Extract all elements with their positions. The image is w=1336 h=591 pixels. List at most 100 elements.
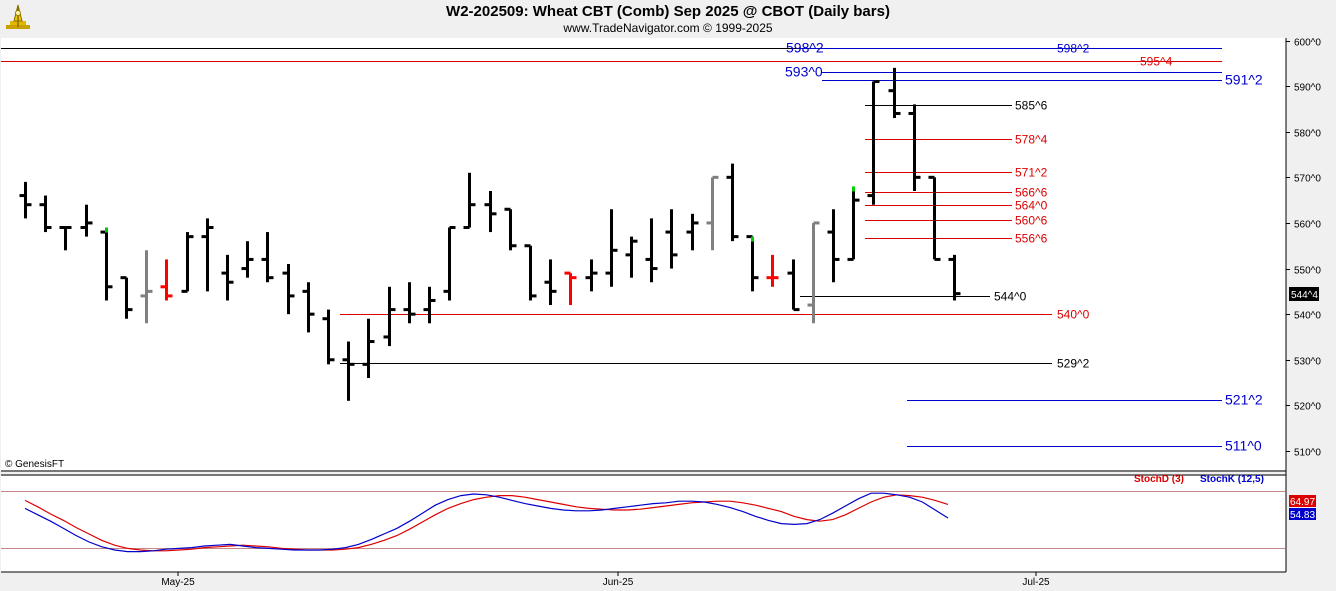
ohlc-bar: [605, 209, 618, 287]
price-axis: 510^0 520^0 530^0 540^0 550^0 560^0 570^0 580^0…: [1286, 38, 1321, 459]
ohlc-bar: [544, 259, 557, 306]
ohlc-bar: [766, 254, 779, 287]
ohlc-bar: [221, 254, 234, 301]
level-label: 571^2: [1015, 166, 1048, 180]
price-panel: [1, 38, 1286, 470]
ohlc-bar: [746, 235, 759, 292]
ohlc-bar: [282, 263, 295, 315]
ohlc-bar: [463, 172, 476, 230]
ohlc-bar: [787, 259, 800, 312]
ohlc-bar: [564, 271, 577, 306]
ohlc-bar: [827, 209, 840, 283]
stochastic-panel-background: [1, 476, 1286, 572]
price-tick-label: 550^0: [1294, 266, 1321, 277]
level-label: 560^6: [1015, 214, 1048, 228]
ohlc-bar: [261, 232, 274, 283]
date-tick-label: Jul-25: [1022, 577, 1050, 588]
ohlc-bar: [504, 207, 517, 251]
ohlc-bar: [625, 236, 638, 278]
ohlc-bar: [443, 226, 456, 301]
ohlc-bar: [403, 282, 416, 324]
ohlc-bar: [686, 213, 699, 251]
ohlc-bar: [948, 254, 961, 301]
last-price-label: 544^4: [1291, 290, 1318, 301]
ohlc-bar: [181, 232, 194, 293]
level-label: 566^6: [1015, 186, 1048, 200]
date-tick-label: May-25: [161, 577, 195, 588]
chart-subtitle: www.TradeNavigator.com © 1999-2025: [563, 21, 773, 35]
level-label: 540^0: [1057, 308, 1090, 322]
stochk-line: [24, 492, 949, 553]
ohlc-bar: [867, 80, 880, 205]
ohlc-bar: [807, 221, 820, 324]
navigator-logo-icon: [3, 3, 33, 33]
level-label: 564^0: [1015, 199, 1048, 213]
stochd-legend: StochD (3): [1134, 474, 1184, 485]
price-tick-label: 530^0: [1294, 357, 1321, 368]
price-tick-label: 560^0: [1294, 220, 1321, 231]
level-label: 521^2: [1225, 392, 1263, 408]
level-label: 544^0: [994, 290, 1027, 304]
level-label: 595^4: [1140, 55, 1173, 69]
level-label: 593^0: [785, 64, 823, 80]
price-tick-label: 540^0: [1294, 311, 1321, 322]
price-tick-label: 520^0: [1294, 402, 1321, 413]
stochd-value-badge: [1289, 495, 1316, 507]
stochd-value-label: 64.97: [1290, 497, 1315, 508]
last-price-badge: [1289, 287, 1319, 301]
price-tick-label: 580^0: [1294, 129, 1321, 140]
ohlc-bar: [908, 104, 921, 192]
level-label: 578^4: [1015, 133, 1048, 147]
ohlc-bars: [19, 67, 961, 401]
ohlc-bar: [322, 309, 335, 365]
ohlc-bar: [80, 204, 93, 237]
level-label: 511^0: [1225, 438, 1262, 454]
level-label: 598^2: [786, 40, 824, 56]
ohlc-bar: [423, 286, 436, 324]
ohlc-bar: [362, 318, 375, 379]
ohlc-bar: [665, 209, 678, 269]
stochd-line: [24, 494, 949, 552]
ohlc-bar: [383, 286, 396, 347]
ohlc-bar: [484, 191, 497, 233]
stochk-value-label: 54.83: [1290, 510, 1315, 521]
ohlc-bar: [59, 226, 72, 251]
chart-title: W2-202509: Wheat CBT (Comb) Sep 2025 @ C…: [446, 3, 890, 20]
price-tick-label: 590^0: [1294, 83, 1321, 94]
level-label: 529^2: [1057, 357, 1090, 371]
ohlc-bar: [302, 282, 315, 333]
price-tick-label: 600^0: [1294, 38, 1321, 49]
ohlc-bar: [160, 259, 173, 301]
ohlc-bar: [241, 241, 254, 278]
level-label: 598^2: [1057, 42, 1090, 56]
chart-background: [1, 38, 1287, 573]
level-label: 591^2: [1225, 72, 1263, 88]
ohlc-bar: [706, 175, 719, 251]
ohlc-bar: [100, 227, 113, 301]
date-axis: May-25 Jun-25 Jul-25: [161, 572, 1050, 588]
price-levels: 598^2 598^2 595^4 593^0 591^2 585^6 578^4 571^2…: [1, 40, 1263, 454]
ohlc-bar: [342, 341, 355, 401]
ohlc-bar: [928, 175, 941, 261]
ohlc-bar: [645, 218, 658, 283]
ohlc-bar: [585, 259, 598, 292]
price-tick-label: 570^0: [1294, 174, 1321, 185]
level-label: 585^6: [1015, 99, 1048, 113]
ohlc-bar: [201, 218, 214, 292]
copyright-label: © GenesisFT: [5, 459, 64, 470]
ohlc-bar: [524, 244, 537, 301]
ohlc-bar: [888, 67, 901, 119]
date-tick-label: Jun-25: [603, 577, 634, 588]
ohlc-bar: [847, 186, 860, 261]
ohlc-bar: [19, 181, 32, 219]
level-label: 556^6: [1015, 232, 1048, 246]
ohlc-bar: [39, 195, 52, 233]
stochk-value-badge: [1289, 508, 1316, 520]
price-tick-label: 510^0: [1294, 448, 1321, 459]
stochastic-panel: StochD (3) StochK (12,5) 64.97 54.83: [1, 474, 1316, 553]
ohlc-bar: [120, 276, 133, 319]
ohlc-bar: [726, 163, 739, 242]
ohlc-bar: [140, 250, 153, 324]
stochk-legend: StochK (12,5): [1200, 474, 1264, 485]
